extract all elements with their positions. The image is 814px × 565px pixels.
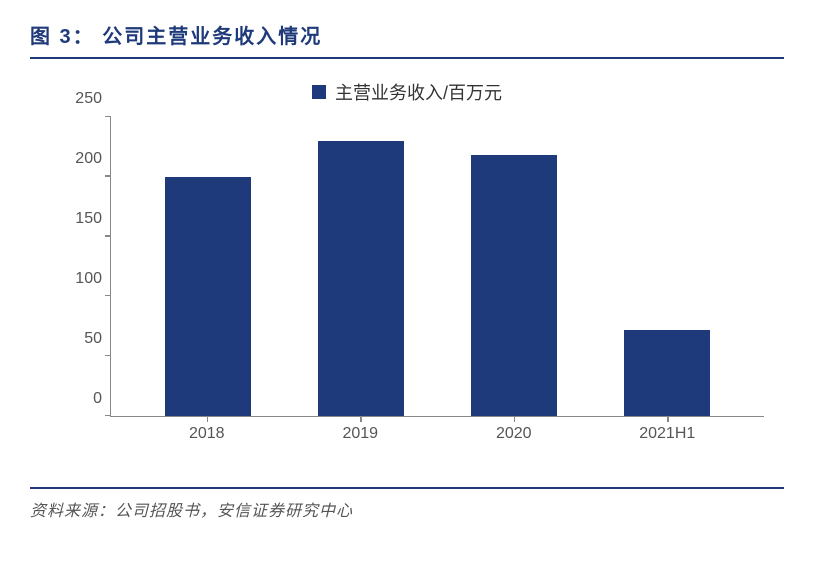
- bar-chart: 050100150200250 2018201920202021H1: [60, 117, 774, 457]
- x-tick-mark: [207, 416, 209, 422]
- x-tick-label: 2021H1: [591, 417, 745, 457]
- y-tick-mark: [105, 235, 111, 237]
- y-axis-labels: 050100150200250: [60, 117, 110, 417]
- y-tick-label: 100: [75, 270, 102, 288]
- x-tick-mark: [360, 416, 362, 422]
- x-tick-label: 2018: [130, 417, 284, 457]
- y-tick-mark: [105, 295, 111, 297]
- bar-slot: [591, 117, 744, 416]
- bar-slot: [131, 117, 284, 416]
- bar: [624, 330, 710, 416]
- y-tick-label: 250: [75, 90, 102, 108]
- figure-title: 图 3： 公司主营业务收入情况: [30, 20, 784, 59]
- legend-label: 主营业务收入/百万元: [335, 83, 502, 103]
- y-tick-label: 150: [75, 210, 102, 228]
- bar-slot: [284, 117, 437, 416]
- y-tick-mark: [105, 116, 111, 118]
- y-tick-mark: [105, 415, 111, 417]
- y-tick-mark: [105, 175, 111, 177]
- source-text: 资料来源：公司招股书，安信证券研究中心: [30, 487, 784, 521]
- bars-container: [111, 117, 764, 416]
- bar: [471, 155, 557, 416]
- y-tick-label: 0: [93, 390, 102, 408]
- plot-area: [110, 117, 764, 417]
- x-tick-label: 2020: [437, 417, 591, 457]
- x-tick-mark: [514, 416, 516, 422]
- bar: [165, 177, 251, 416]
- chart-legend: 主营业务收入/百万元: [30, 79, 784, 105]
- bar-slot: [438, 117, 591, 416]
- bar: [318, 141, 404, 416]
- y-tick-label: 50: [84, 330, 102, 348]
- x-tick-label: 2019: [284, 417, 438, 457]
- y-tick-label: 200: [75, 150, 102, 168]
- x-axis-labels: 2018201920202021H1: [110, 417, 764, 457]
- legend-swatch: [312, 85, 326, 99]
- x-tick-mark: [667, 416, 669, 422]
- y-tick-mark: [105, 355, 111, 357]
